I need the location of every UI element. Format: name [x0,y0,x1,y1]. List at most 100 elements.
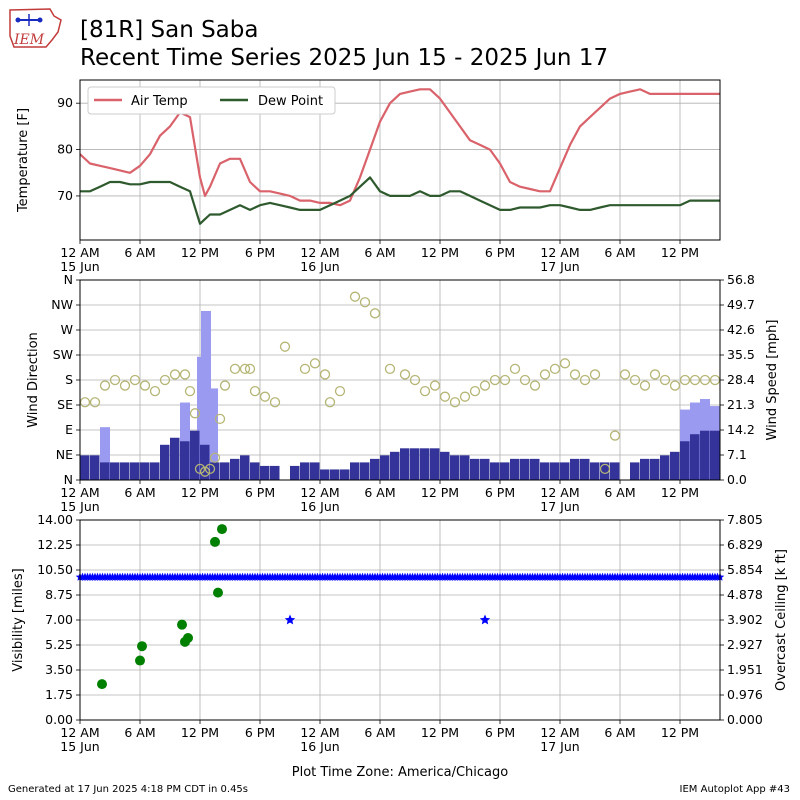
wind-speed-bar [350,462,360,480]
wind-speed-bar [610,462,620,480]
y2-axis-label: Overcast Ceiling [k ft] [774,549,789,691]
y2-tick-label: 6.829 [727,537,763,552]
wind-speed-bar [250,462,260,480]
wind-speed-bar [420,448,430,480]
y-tick-label: E [65,422,73,437]
x-tick-label: 12 AM [300,485,339,500]
wind-direction-point [159,374,171,386]
wind-speed-bar [670,451,680,480]
wind-speed-bar [270,465,280,480]
wind-direction-point [449,397,461,408]
wind-direction-point [239,363,251,375]
wind-speed-bar [90,455,100,480]
wind-speed-bar [200,444,210,480]
x-tick-label: 12 AM [60,245,99,260]
wind-direction-point [119,380,131,391]
y2-tick-label: 0.0 [727,472,747,487]
wind-direction-point [89,397,101,408]
y-tick-label: 12.25 [37,537,73,552]
wind-speed-bar [530,458,540,480]
x-tick-label: 6 PM [245,485,275,500]
wind-speed-bar [490,462,500,480]
wind-direction-point [184,385,196,397]
wind-direction-point [209,452,221,463]
wind-direction-point [489,374,501,386]
wind-speed-bar [130,462,140,480]
wind-direction-point [194,463,206,475]
x-tick-label: 12 PM [661,245,699,260]
x-tick-label: 12 AM [300,725,339,740]
x-tick-label: 6 PM [485,245,515,260]
wind-speed-bar [150,462,160,480]
x-date-label: 15 Jun [60,499,99,514]
wind-direction-point [509,363,521,375]
iem-logo-text: IEM [13,32,45,48]
y-tick-label: SW [53,347,73,362]
wind-direction-point [579,374,591,386]
wind-direction-point [149,385,161,397]
y-tick-label: 14.00 [37,512,73,527]
wind-speed-bar [80,455,90,480]
visibility-point [284,614,296,625]
wind-speed-bar [470,458,480,480]
y2-tick-label: 21.3 [727,397,755,412]
y-tick-label: S [65,372,73,387]
wind-direction-point [249,385,261,397]
wind-speed-bar [300,462,310,480]
wind-speed-bar [650,458,660,480]
wind-speed-bar [210,462,220,480]
wind-direction-point [214,413,226,425]
x-tick-label: 6 AM [124,245,155,260]
x-tick-label: 6 AM [364,245,395,260]
y-tick-label: 1.75 [45,687,73,702]
y-tick-label: 8.75 [45,587,73,602]
ceiling-point [183,633,193,644]
wind-direction-point [219,380,231,391]
wind-direction-point [469,385,481,397]
wind-speed-bar [320,469,330,480]
wind-direction-point [229,363,241,375]
y-tick-label: 7.00 [45,612,73,627]
x-date-label: 17 Jun [540,739,579,754]
axes-frame [79,279,721,481]
wind-direction-point [679,374,691,386]
y-tick-label: NW [51,297,73,312]
wind-speed-bar [710,430,720,480]
wind-direction-point [359,297,371,308]
ceiling-point [97,679,107,690]
wind-speed-bar [460,455,470,480]
wind-speed-bar [330,469,340,480]
x-date-label: 15 Jun [60,739,99,754]
wind-direction-point [599,463,611,475]
wind-direction-point [369,308,381,319]
ceiling-point [135,655,145,666]
wind-direction-point [259,391,271,402]
wind-direction-point [519,374,531,386]
wind-speed-bar [100,462,110,480]
ceiling-point [137,641,147,652]
y-tick-label: 80 [57,142,73,157]
footer-app: IEM Autoplot App #43 [679,784,790,795]
y2-tick-label: 35.5 [727,347,755,362]
page-title: [81R] San Saba [80,17,259,43]
wind-speed-bar [240,455,250,480]
y2-axis-label: Wind Speed [mph] [765,320,780,441]
y2-tick-label: 1.951 [727,662,763,677]
x-tick-label: 12 PM [181,485,219,500]
wind-direction-point [549,363,561,375]
legend-label-dew-point: Dew Point [258,94,323,109]
wind-speed-bar [410,448,420,480]
wind-direction-point [244,363,256,375]
wind-direction-point [204,463,216,475]
wind-speed-bar [630,462,640,480]
wind-direction-point [179,369,191,380]
legend-box [87,86,336,115]
x-tick-label: 6 AM [604,245,635,260]
wind-speed-bar [700,430,710,480]
wind-speed-bar [110,462,120,480]
wind-speed-bar [450,455,460,480]
wind-speed-bar [160,444,170,480]
footer-generated: Generated at 17 Jun 2025 4:18 PM CDT in … [8,784,249,795]
y2-tick-label: 5.854 [727,562,763,577]
